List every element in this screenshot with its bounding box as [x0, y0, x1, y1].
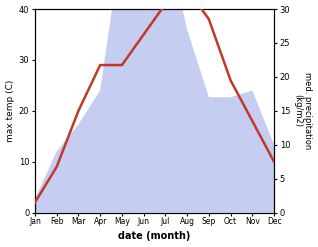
Y-axis label: max temp (C): max temp (C) [5, 80, 15, 142]
X-axis label: date (month): date (month) [118, 231, 191, 242]
Y-axis label: med. precipitation
(kg/m2): med. precipitation (kg/m2) [293, 72, 313, 149]
